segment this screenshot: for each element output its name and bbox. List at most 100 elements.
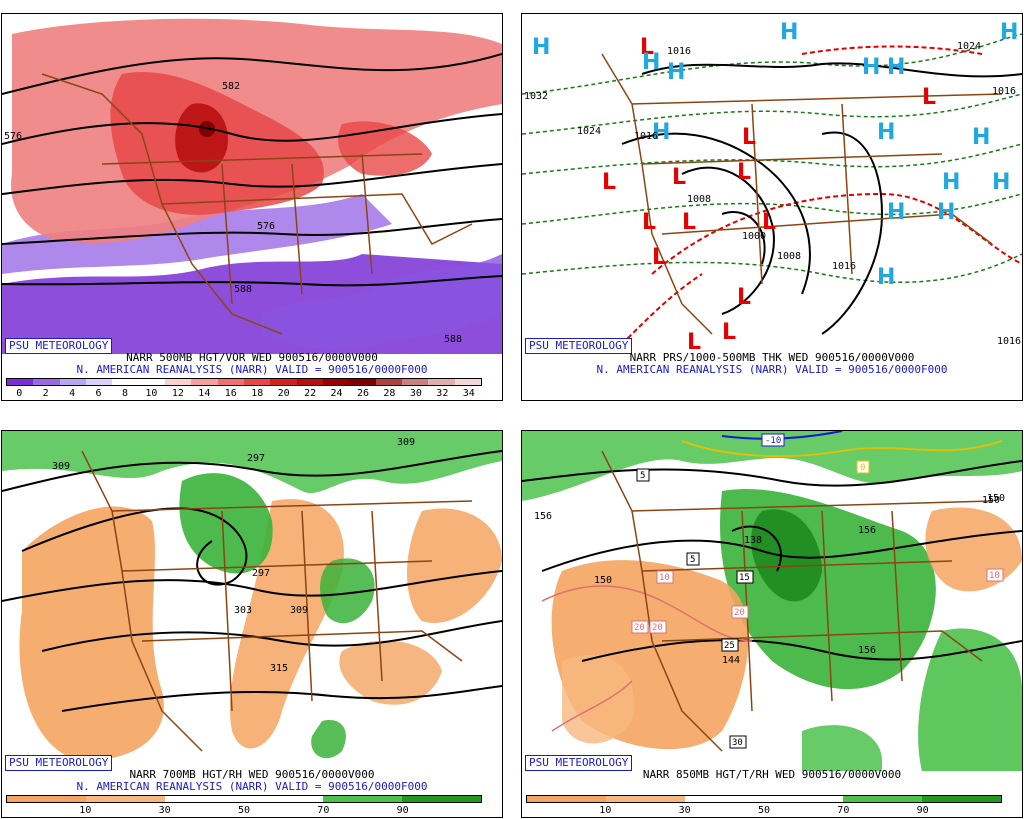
- colorbar-swatch: [244, 796, 323, 802]
- colorbar-swatch: [401, 379, 429, 385]
- svg-text:576: 576: [257, 221, 275, 232]
- colorbar-tick-label: 0: [16, 388, 23, 399]
- colorbar-tick-label: 30: [678, 805, 691, 816]
- colorbar-swatch: [322, 379, 350, 385]
- rh-colorbar-ticks: 10 30 50 70 90: [526, 805, 1002, 817]
- colorbar-tick-label: 16: [224, 388, 237, 399]
- colorbar-tick-label: 30: [409, 388, 422, 399]
- colorbar-tick-label: 2: [42, 388, 49, 399]
- colorbar-swatch: [296, 379, 323, 385]
- svg-text:150: 150: [594, 575, 612, 586]
- svg-text:1024: 1024: [577, 126, 601, 137]
- colorbar-swatch: [165, 796, 244, 802]
- svg-text:5: 5: [690, 555, 695, 565]
- colorbar-swatch: [375, 379, 402, 385]
- colorbar-swatch: [164, 379, 192, 385]
- svg-text:L: L: [922, 85, 936, 110]
- svg-text:138: 138: [744, 535, 762, 546]
- colorbar-tick-label: 90: [396, 805, 409, 816]
- colorbar-swatch: [527, 796, 606, 802]
- svg-text:20: 20: [652, 623, 663, 633]
- svg-text:150: 150: [987, 493, 1005, 504]
- svg-text:L: L: [737, 160, 751, 185]
- svg-text:L: L: [742, 125, 756, 150]
- colorbar-swatch: [428, 379, 455, 385]
- colorbar-swatch: [86, 796, 165, 802]
- svg-text:H: H: [877, 265, 895, 290]
- colorbar-swatch: [606, 796, 685, 802]
- svg-text:1016: 1016: [992, 86, 1016, 97]
- colorbar-tick-label: 24: [330, 388, 343, 399]
- colorbar-tick-label: 6: [95, 388, 102, 399]
- colorbar-swatch: [843, 796, 922, 802]
- colorbar-swatch: [454, 379, 481, 385]
- colorbar-tick-label: 10: [599, 805, 612, 816]
- colorbar-tick-label: 30: [158, 805, 171, 816]
- colorbar-tick-label: 20: [277, 388, 290, 399]
- svg-text:H: H: [972, 125, 990, 150]
- colorbar-swatch: [59, 379, 86, 385]
- svg-text:588: 588: [234, 284, 252, 295]
- colorbar-tick-label: 8: [121, 388, 129, 399]
- svg-text:25: 25: [724, 641, 735, 651]
- svg-text:576: 576: [4, 131, 22, 142]
- psu-badge: PSU METEOROLOGY: [5, 755, 113, 771]
- svg-text:L: L: [687, 330, 701, 354]
- panel-850mb-temp-rh: 156 150 150 138 156 144 156 150 -10 0 5 5 10 …: [521, 430, 1023, 818]
- colorbar-tick-label: 34: [462, 388, 475, 399]
- rh-colorbar: [6, 795, 482, 803]
- colorbar-swatch: [138, 379, 165, 385]
- psu-badge: PSU METEOROLOGY: [525, 338, 633, 354]
- svg-text:H: H: [942, 170, 960, 195]
- svg-text:H: H: [992, 170, 1010, 195]
- svg-text:150: 150: [982, 495, 1000, 506]
- svg-text:297: 297: [247, 453, 265, 464]
- colorbar-swatch: [7, 796, 86, 802]
- panel-subtitle: N. AMERICAN REANALYSIS (NARR) VALID = 90…: [76, 363, 428, 376]
- panel-500mb-vorticity: 576 582 576 588 588 PSU METEOROLOGY NARR…: [1, 13, 503, 401]
- svg-text:309: 309: [290, 605, 308, 616]
- svg-text:H: H: [862, 55, 880, 80]
- psu-badge: PSU METEOROLOGY: [525, 755, 633, 771]
- svg-text:30: 30: [732, 738, 743, 748]
- colorbar-tick-label: 12: [171, 388, 184, 399]
- svg-text:156: 156: [534, 511, 552, 522]
- svg-text:20: 20: [634, 623, 645, 633]
- colorbar-swatch: [349, 379, 376, 385]
- svg-text:H: H: [887, 200, 905, 225]
- colorbar-tick-label: 18: [251, 388, 264, 399]
- colorbar-tick-label: 26: [356, 388, 370, 399]
- colorbar-tick-label: 10: [79, 805, 92, 816]
- svg-text:H: H: [937, 200, 955, 225]
- svg-text:L: L: [682, 210, 696, 235]
- svg-text:H: H: [532, 35, 550, 60]
- svg-text:315: 315: [270, 663, 288, 674]
- svg-text:L: L: [672, 165, 686, 190]
- svg-text:H: H: [642, 50, 660, 75]
- colorbar-swatch: [243, 379, 271, 385]
- colorbar-tick-label: 70: [837, 805, 850, 816]
- rh-colorbar-ticks: 10 30 50 70 90: [6, 805, 482, 817]
- colorbar-swatch: [323, 796, 402, 802]
- colorbar-swatch: [922, 796, 1001, 802]
- psu-badge: PSU METEOROLOGY: [5, 338, 113, 354]
- svg-text:5: 5: [640, 471, 645, 481]
- colorbar-swatch: [191, 379, 218, 385]
- svg-text:309: 309: [52, 461, 70, 472]
- colorbar-tick-label: 14: [198, 388, 211, 399]
- svg-text:156: 156: [858, 525, 876, 536]
- colorbar-tick-label: 32: [436, 388, 449, 399]
- colorbar-tick-label: 50: [757, 805, 771, 816]
- svg-text:1008: 1008: [777, 251, 801, 262]
- svg-text:-10: -10: [765, 436, 781, 446]
- svg-text:1032: 1032: [524, 91, 548, 102]
- colorbar-swatch: [112, 379, 139, 385]
- svg-text:588: 588: [444, 334, 462, 345]
- colorbar-tick-label: 28: [383, 388, 396, 399]
- panel-subtitle: N. AMERICAN REANALYSIS (NARR) VALID = 90…: [596, 363, 948, 376]
- svg-text:156: 156: [858, 645, 876, 656]
- vorticity-colorbar-ticks: 0 2 4 6 8 10 12 14 16 18 20 22 24 26 28 30 32 34: [6, 388, 482, 400]
- colorbar-tick-label: 4: [69, 388, 76, 399]
- rh-colorbar: [526, 795, 1002, 803]
